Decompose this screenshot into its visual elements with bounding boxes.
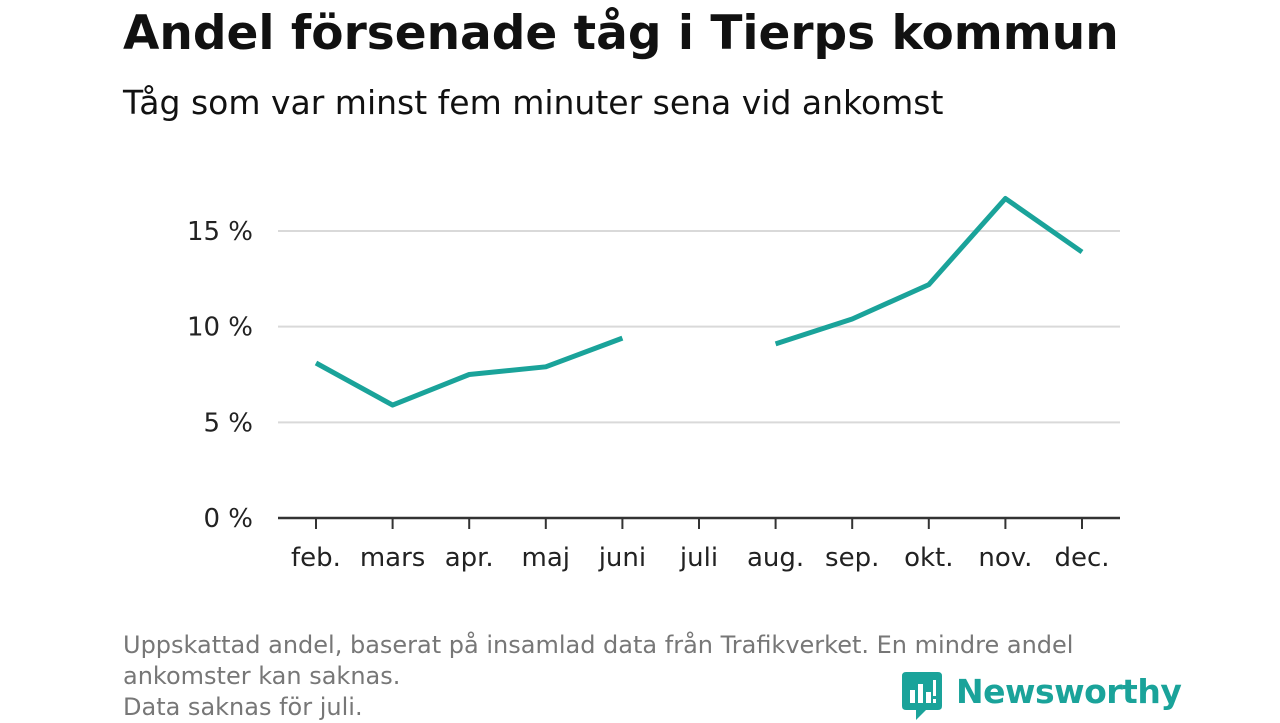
newsworthy-logo[interactable]: Newsworthy: [902, 672, 1181, 720]
x-tick-label: juli: [679, 543, 718, 573]
brand-name: Newsworthy: [956, 672, 1181, 711]
x-tick-label: aug.: [747, 543, 804, 573]
gridlines: [278, 231, 1120, 422]
y-tick-label: 10 %: [187, 313, 253, 343]
y-tick-label: 15 %: [187, 217, 253, 247]
y-tick-label: 5 %: [203, 408, 253, 438]
series-line: [776, 199, 1082, 344]
x-tick-label: maj: [522, 543, 570, 573]
x-tick-label: juni: [598, 543, 646, 573]
x-tick-label: okt.: [904, 543, 953, 573]
series-lines: [316, 198, 1082, 405]
x-tick-label: feb.: [291, 543, 341, 573]
y-tick-label: 0 %: [203, 504, 253, 534]
x-tick-label: sep.: [825, 543, 879, 573]
y-axis: 0 % 5 % 10 % 15 %: [187, 217, 253, 534]
x-tick-label: nov.: [978, 543, 1032, 573]
x-axis: [278, 518, 1120, 529]
newsworthy-logo-icon: [902, 672, 942, 720]
x-tick-label: dec.: [1054, 543, 1109, 573]
x-tick-label: mars: [360, 543, 426, 573]
series-line: [316, 338, 622, 405]
x-tick-label: apr.: [445, 543, 494, 573]
footnote-line: Uppskattad andel, baserat på insamlad da…: [123, 630, 1153, 661]
